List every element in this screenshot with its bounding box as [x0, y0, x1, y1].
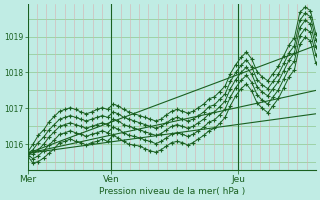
X-axis label: Pression niveau de la mer( hPa ): Pression niveau de la mer( hPa ) — [99, 187, 245, 196]
